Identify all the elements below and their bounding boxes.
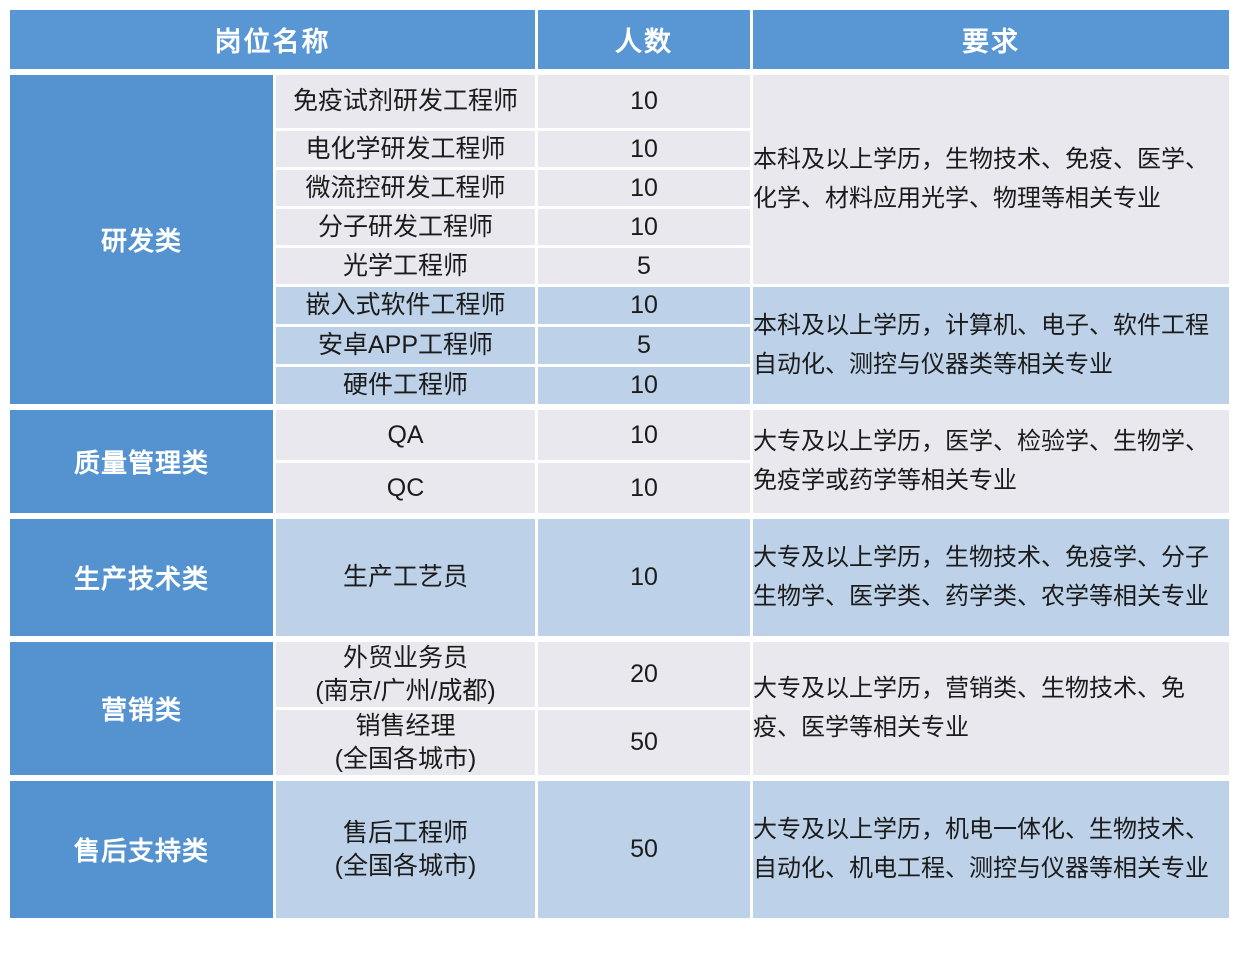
category-cell: 营销类 [7,639,276,778]
count-cell: 10 [535,516,753,639]
position-cell: 微流控研发工程师 [273,167,538,209]
count-cell: 10 [535,364,753,407]
position-cell: 外贸业务员 (南京/广州/成都) [273,639,538,710]
position-cell: 分子研发工程师 [273,206,538,248]
category-cell: 研发类 [7,72,276,407]
position-cell: QA [273,407,538,463]
header-requirement: 要求 [750,7,1232,72]
count-cell: 10 [535,128,753,170]
position-cell: QC [273,460,538,516]
block-production: 生产技术类 生产工艺员 10 大专及以上学历，生物技术、免疫学、分子生物学、医学… [7,516,1232,639]
position-cell: 硬件工程师 [273,364,538,407]
block-quality: 质量管理类 QA 10 大专及以上学历，医学、检验学、生物学、免疫学或药学等相关… [7,407,1232,516]
position-cell: 安卓APP工程师 [273,324,538,367]
header-headcount: 人数 [535,7,753,72]
requirement-cell: 大专及以上学历，机电一体化、生物技术、自动化、机电工程、测控与仪器等相关专业 [750,778,1232,921]
position-cell: 嵌入式软件工程师 [273,284,538,327]
header-position-name: 岗位名称 [7,7,538,72]
requirement-cell: 大专及以上学历，医学、检验学、生物学、免疫学或药学等相关专业 [750,407,1232,516]
count-cell: 10 [535,72,753,131]
requirement-cell: 大专及以上学历，营销类、生物技术、免疫、医学等相关专业 [750,639,1232,778]
recruitment-table: 岗位名称 人数 要求 研发类 免疫试剂研发工程师 10 本科及以上学历，生物技术… [7,7,1232,921]
count-cell: 5 [535,324,753,367]
requirement-cell: 本科及以上学历，计算机、电子、软件工程自动化、测控与仪器类等相关专业 [750,284,1232,407]
position-cell: 免疫试剂研发工程师 [273,72,538,131]
block-rnd: 研发类 免疫试剂研发工程师 10 本科及以上学历，生物技术、免疫、医学、化学、材… [7,72,1232,407]
position-cell: 光学工程师 [273,245,538,287]
category-cell: 生产技术类 [7,516,276,639]
category-cell: 质量管理类 [7,407,276,516]
position-cell: 销售经理 (全国各城市) [273,707,538,778]
count-cell: 20 [535,639,753,710]
count-cell: 10 [535,206,753,248]
count-cell: 10 [535,167,753,209]
category-cell: 售后支持类 [7,778,276,921]
count-cell: 10 [535,407,753,463]
table-header: 岗位名称 人数 要求 [7,7,1232,72]
count-cell: 10 [535,460,753,516]
block-aftersales: 售后支持类 售后工程师 (全国各城市) 50 大专及以上学历，机电一体化、生物技… [7,778,1232,921]
position-cell: 售后工程师 (全国各城市) [273,778,538,921]
count-cell: 10 [535,284,753,327]
position-cell: 电化学研发工程师 [273,128,538,170]
position-cell: 生产工艺员 [273,516,538,639]
count-cell: 5 [535,245,753,287]
block-marketing: 营销类 外贸业务员 (南京/广州/成都) 20 大专及以上学历，营销类、生物技术… [7,639,1232,778]
count-cell: 50 [535,778,753,921]
count-cell: 50 [535,707,753,778]
requirement-cell: 本科及以上学历，生物技术、免疫、医学、化学、材料应用光学、物理等相关专业 [750,72,1232,287]
requirement-cell: 大专及以上学历，生物技术、免疫学、分子生物学、医学类、药学类、农学等相关专业 [750,516,1232,639]
